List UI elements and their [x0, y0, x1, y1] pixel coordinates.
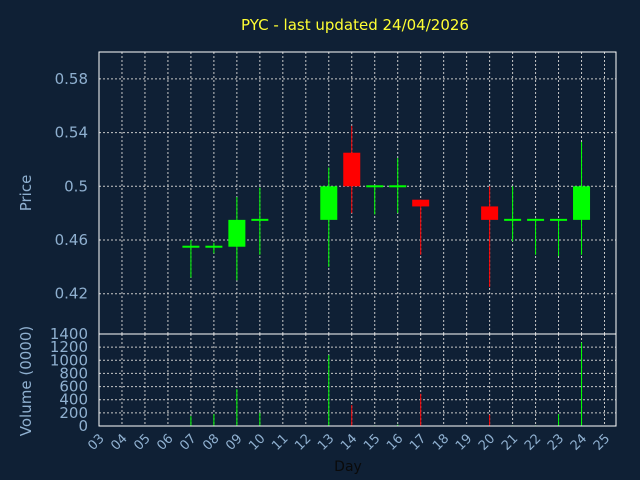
price-y-tick-label: 0.58	[55, 70, 88, 88]
volume-y-tick-label: 0	[78, 417, 88, 435]
candle-body	[481, 206, 499, 220]
volume-y-tick-label: 1000	[50, 351, 88, 369]
candle-body	[343, 152, 361, 187]
price-y-tick-label: 0.46	[55, 231, 88, 249]
volume-y-tick-label: 200	[59, 404, 88, 422]
chart-title: PYC - last updated 24/04/2026	[241, 16, 469, 34]
price-y-tick-label: 0.54	[55, 124, 88, 142]
price-y-tick-label: 0.5	[64, 177, 88, 195]
candle-body	[366, 185, 384, 188]
volume-y-tick-label: 400	[59, 391, 88, 409]
candle-body	[573, 186, 591, 220]
candle-body	[412, 199, 430, 207]
x-tick-labels: 03 04 05 06 07 08 09 10 11 12 13 14 15 16 17 18 19 20 21 22…	[85, 431, 613, 453]
price-y-tick-label: 0.42	[55, 285, 88, 303]
candle-body	[251, 218, 269, 221]
volume-y-tick-label: 1400	[50, 325, 88, 343]
candle-body	[550, 218, 568, 221]
candle-body	[504, 218, 522, 221]
candle-body	[228, 219, 246, 247]
price-panel: 0.42 0.46 0.5 0.54 0.58 Price	[17, 51, 617, 335]
price-candles	[182, 125, 591, 287]
volume-axis-label: Volume (0000)	[17, 326, 35, 436]
price-y-tick-labels: 0.42 0.46 0.5 0.54 0.58	[55, 70, 88, 303]
candle-body	[205, 245, 223, 248]
candle-body	[320, 186, 338, 220]
price-axis-label: Price	[17, 175, 35, 212]
x-axis-label: Day	[334, 459, 362, 475]
volume-y-tick-label: 1200	[50, 338, 88, 356]
volume-y-tick-label: 600	[59, 378, 88, 396]
volume-y-tick-label: 800	[59, 364, 88, 382]
candle-body	[527, 218, 545, 221]
candle-body	[182, 245, 200, 248]
candle-body	[389, 185, 407, 188]
volume-panel-frame	[98, 333, 617, 427]
